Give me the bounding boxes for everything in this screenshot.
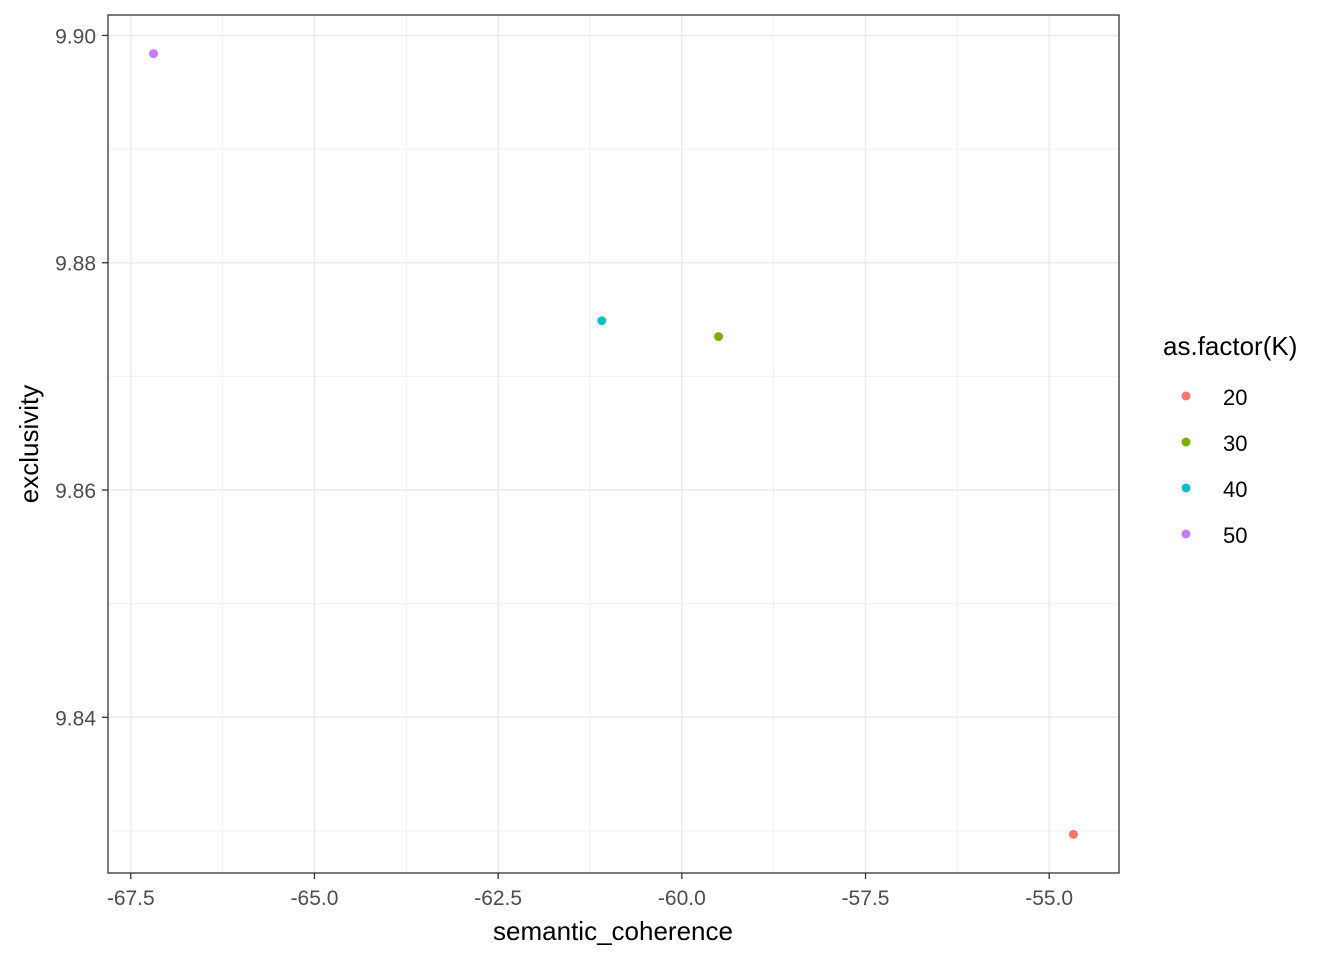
y-axis-label: exclusivity — [14, 385, 44, 503]
y-axis: 9.84 9.86 9.88 9.90 — [55, 25, 108, 730]
y-tick-label: 9.84 — [55, 707, 96, 730]
legend: as.factor(K) 20 30 40 50 — [1163, 331, 1297, 548]
legend-key-50 — [1181, 529, 1191, 539]
legend-label-30: 30 — [1223, 431, 1247, 456]
x-tick-label: -65.0 — [291, 887, 339, 910]
x-axis-label: semantic_coherence — [493, 916, 733, 946]
legend-title: as.factor(K) — [1163, 331, 1297, 361]
legend-label-20: 20 — [1223, 385, 1247, 410]
legend-key-30 — [1181, 437, 1191, 447]
y-tick-label: 9.86 — [55, 480, 96, 503]
x-tick-label: -62.5 — [474, 887, 522, 910]
grid — [108, 15, 1119, 873]
legend-label-50: 50 — [1223, 523, 1247, 548]
y-tick-label: 9.90 — [55, 25, 96, 48]
legend-key-20 — [1181, 391, 1191, 401]
data-point-k40 — [597, 316, 607, 326]
x-axis: -67.5 -65.0 -62.5 -60.0 -57.5 -55.0 — [107, 873, 1073, 910]
data-point-k20 — [1068, 829, 1078, 839]
y-tick-label: 9.88 — [55, 253, 96, 276]
legend-label-40: 40 — [1223, 477, 1247, 502]
x-tick-label: -57.5 — [842, 887, 890, 910]
data-point-k50 — [149, 49, 159, 59]
x-tick-label: -55.0 — [1025, 887, 1073, 910]
panel-border — [107, 14, 1120, 874]
points — [149, 49, 1078, 839]
x-tick-label: -60.0 — [658, 887, 706, 910]
panel-background — [108, 15, 1119, 873]
x-tick-label: -67.5 — [107, 887, 155, 910]
data-point-k30 — [714, 332, 724, 342]
legend-key-40 — [1181, 483, 1191, 493]
